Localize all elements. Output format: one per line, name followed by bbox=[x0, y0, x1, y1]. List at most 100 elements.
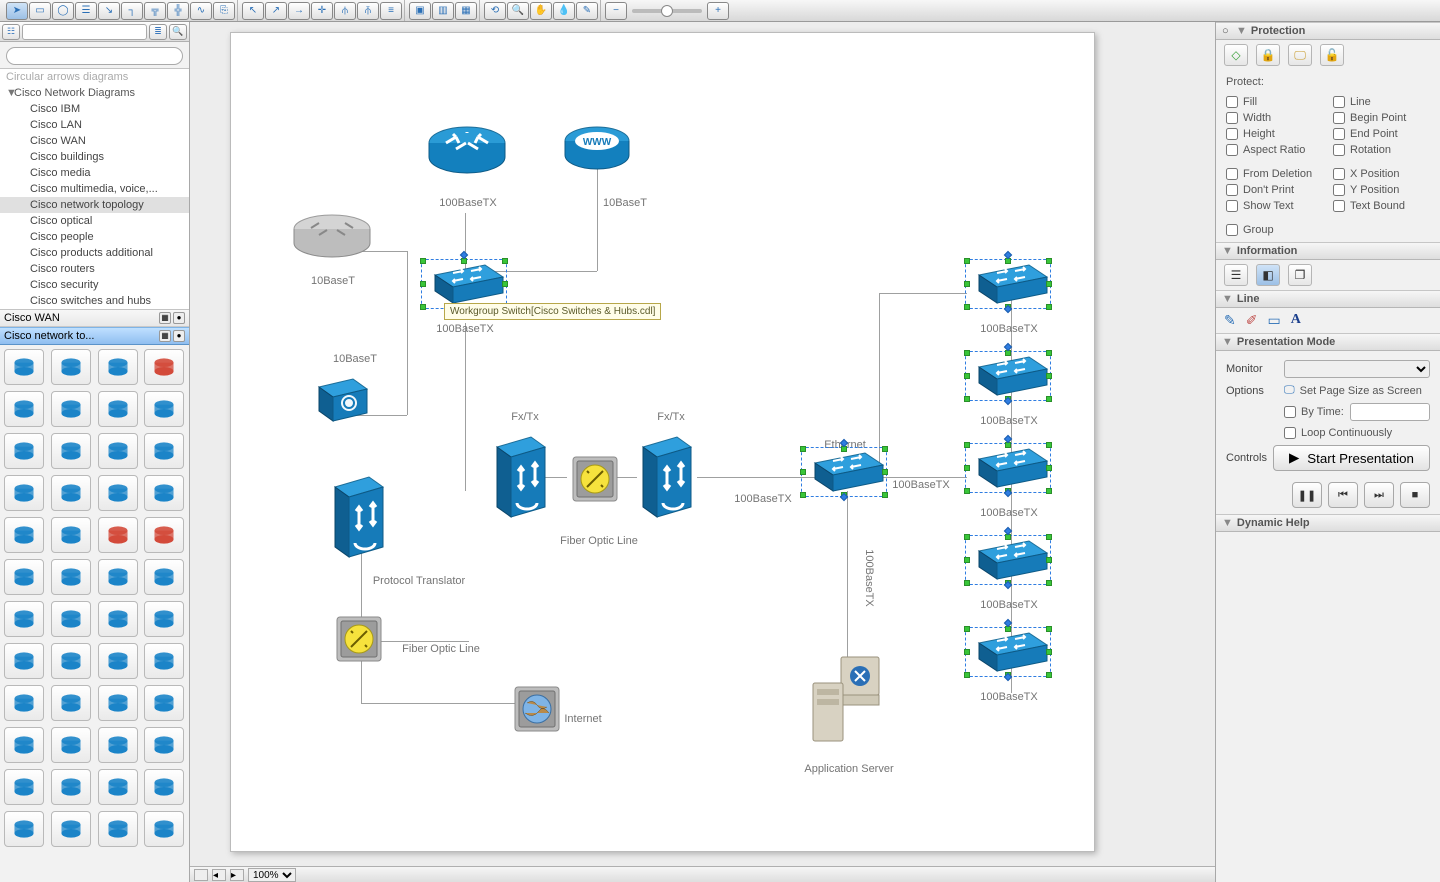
protect-checkbox[interactable] bbox=[1333, 96, 1345, 108]
arrow-tool-1[interactable]: ↖ bbox=[242, 2, 264, 20]
selection-handle[interactable] bbox=[882, 446, 888, 452]
by-time-input[interactable] bbox=[1350, 403, 1430, 421]
protect-group-checkbox[interactable] bbox=[1226, 224, 1238, 236]
selection-handle[interactable] bbox=[964, 626, 970, 632]
diagram-node-server[interactable] bbox=[807, 653, 885, 750]
palette-shape[interactable] bbox=[51, 685, 91, 721]
selection-handle[interactable] bbox=[1046, 672, 1052, 678]
protect-checkbox[interactable] bbox=[1226, 168, 1238, 180]
by-time-checkbox[interactable] bbox=[1284, 406, 1296, 418]
palette-shape[interactable] bbox=[144, 349, 184, 385]
selection-handle[interactable] bbox=[964, 649, 970, 655]
protect-icon-unlock[interactable]: 🔓 bbox=[1320, 44, 1344, 66]
ellipse-tool[interactable]: ◯ bbox=[52, 2, 74, 20]
palette-shape[interactable] bbox=[4, 349, 44, 385]
status-chip[interactable] bbox=[194, 869, 208, 881]
library-filter-input[interactable] bbox=[22, 24, 147, 40]
selection-handle[interactable] bbox=[1046, 281, 1052, 287]
diagram-node-disc-www[interactable]: WWW bbox=[561, 125, 633, 182]
info-icon-2[interactable]: ◧ bbox=[1256, 264, 1280, 286]
pause-button[interactable]: ❚❚ bbox=[1292, 482, 1322, 508]
pen-tool[interactable]: ✎ bbox=[576, 2, 598, 20]
tree-item[interactable]: Cisco media bbox=[0, 165, 189, 181]
tree-item[interactable]: Cisco network topology bbox=[0, 197, 189, 213]
palette-shape[interactable] bbox=[98, 475, 138, 511]
protect-icon-lock[interactable]: 🔒 bbox=[1256, 44, 1280, 66]
selection-handle[interactable] bbox=[1046, 396, 1052, 402]
pointer-tool[interactable]: ➤ bbox=[6, 2, 28, 20]
selection-handle[interactable] bbox=[1046, 488, 1052, 494]
palette-shape[interactable] bbox=[51, 811, 91, 847]
selection-handle[interactable] bbox=[1046, 557, 1052, 563]
monitor-select[interactable] bbox=[1284, 360, 1430, 378]
palette-shape[interactable] bbox=[51, 559, 91, 595]
palette-shape[interactable] bbox=[51, 727, 91, 763]
zoom-tool[interactable]: 🔍 bbox=[507, 2, 529, 20]
protect-checkbox[interactable] bbox=[1226, 128, 1238, 140]
palette-shape[interactable] bbox=[98, 643, 138, 679]
palette-shape[interactable] bbox=[144, 559, 184, 595]
lib-close-icon[interactable]: ● bbox=[173, 312, 185, 324]
palette-shape[interactable] bbox=[51, 433, 91, 469]
info-icon-1[interactable]: ☰ bbox=[1224, 264, 1248, 286]
ungroup-tool[interactable]: ▥ bbox=[432, 2, 454, 20]
tree-item[interactable]: Cisco switches and hubs bbox=[0, 293, 189, 309]
palette-shape[interactable] bbox=[4, 727, 44, 763]
palette-shape[interactable] bbox=[98, 601, 138, 637]
drawing-page[interactable]: 100BaseTXWWW10BaseT10BaseT100BaseTX10Bas… bbox=[230, 32, 1095, 852]
text-tool[interactable]: ☰ bbox=[75, 2, 97, 20]
lib-dock-icon[interactable]: ▦ bbox=[159, 330, 171, 342]
selection-handle[interactable] bbox=[964, 557, 970, 563]
orth-connector-tool[interactable]: ┐ bbox=[121, 2, 143, 20]
eyedrop-tool[interactable]: 💧 bbox=[553, 2, 575, 20]
crosshair-tool[interactable]: ✛ bbox=[311, 2, 333, 20]
selection-handle[interactable] bbox=[800, 492, 806, 498]
palette-shape[interactable] bbox=[98, 433, 138, 469]
diagram-node-tall-box[interactable] bbox=[331, 473, 387, 566]
palette-shape[interactable] bbox=[144, 391, 184, 427]
arrow-tool-2[interactable]: ↗ bbox=[265, 2, 287, 20]
line-pen-icon[interactable]: ✎ bbox=[1224, 312, 1236, 329]
selection-handle[interactable] bbox=[420, 258, 426, 264]
lib-dock-icon[interactable]: ▦ bbox=[159, 312, 171, 324]
selection-handle[interactable] bbox=[964, 488, 970, 494]
selection-handle[interactable] bbox=[964, 281, 970, 287]
connector-line[interactable] bbox=[879, 293, 967, 294]
protect-checkbox[interactable] bbox=[1226, 112, 1238, 124]
palette-shape[interactable] bbox=[51, 349, 91, 385]
palette-shape[interactable] bbox=[98, 685, 138, 721]
selection-handle[interactable] bbox=[964, 373, 970, 379]
palette-shape[interactable] bbox=[144, 601, 184, 637]
splith-tool[interactable]: ⫚ bbox=[357, 2, 379, 20]
selection-handle[interactable] bbox=[502, 258, 508, 264]
align-tool[interactable]: ≡ bbox=[380, 2, 402, 20]
protect-checkbox[interactable] bbox=[1226, 144, 1238, 156]
palette-shape[interactable] bbox=[98, 811, 138, 847]
presentation-header[interactable]: ▼Presentation Mode bbox=[1216, 333, 1440, 351]
palette-shape[interactable] bbox=[144, 643, 184, 679]
palette-shape[interactable] bbox=[4, 517, 44, 553]
protect-checkbox[interactable] bbox=[1333, 200, 1345, 212]
palette-shape[interactable] bbox=[4, 433, 44, 469]
tree-group-cisco[interactable]: ▼Cisco Network Diagrams bbox=[0, 85, 189, 101]
dynamic-help-header[interactable]: ▼Dynamic Help bbox=[1216, 514, 1440, 532]
palette-shape[interactable] bbox=[51, 391, 91, 427]
palette-shape[interactable] bbox=[4, 769, 44, 805]
palette-shape[interactable] bbox=[4, 559, 44, 595]
palette-shape[interactable] bbox=[51, 475, 91, 511]
tree-item[interactable]: Cisco WAN bbox=[0, 133, 189, 149]
palette-shape[interactable] bbox=[144, 475, 184, 511]
tree-item[interactable]: Cisco IBM bbox=[0, 101, 189, 117]
zoom-slider[interactable] bbox=[632, 9, 702, 13]
protect-checkbox[interactable] bbox=[1333, 112, 1345, 124]
canvas-scroll[interactable]: 100BaseTXWWW10BaseT10BaseT100BaseTX10Bas… bbox=[190, 22, 1215, 866]
connector-line[interactable] bbox=[407, 251, 408, 283]
palette-shape[interactable] bbox=[4, 601, 44, 637]
tree-item[interactable]: Cisco routers bbox=[0, 261, 189, 277]
protect-checkbox[interactable] bbox=[1333, 168, 1345, 180]
protect-icon-bounds[interactable]: ◇ bbox=[1224, 44, 1248, 66]
selection-handle[interactable] bbox=[882, 469, 888, 475]
tree-item-truncated[interactable]: Circular arrows diagrams bbox=[0, 69, 189, 85]
splitv-tool[interactable]: ⫛ bbox=[334, 2, 356, 20]
palette-shape[interactable] bbox=[144, 811, 184, 847]
